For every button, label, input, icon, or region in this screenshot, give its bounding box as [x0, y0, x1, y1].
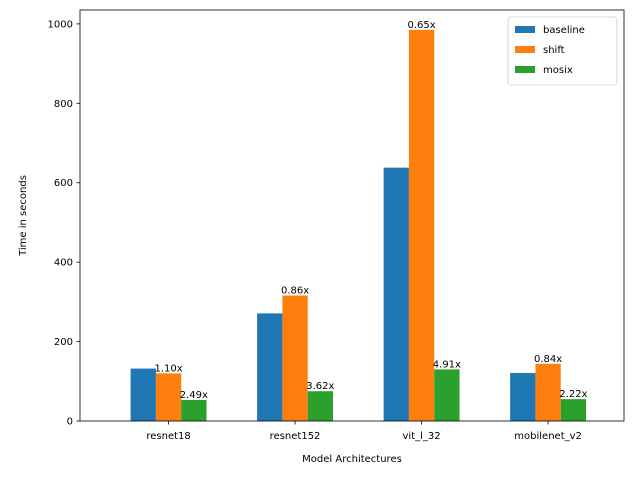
bar-baseline-resnet152	[257, 313, 283, 421]
legend-frame	[507, 16, 618, 86]
legend: baseline shift mosix	[507, 16, 618, 86]
bar-shift-resnet152	[282, 295, 308, 421]
bar-shift-resnet18	[155, 373, 182, 421]
bar-mosix-resnet18	[181, 399, 207, 421]
legend-label-baseline: baseline	[543, 25, 585, 36]
bar-labels-group: 1.10x 0.86x 0.65x 0.84x 2.49x 3.62x 4.91x 2.22x	[154, 20, 587, 401]
bars-group	[130, 29, 587, 421]
x-tick-label-resnet152: resnet152	[270, 431, 321, 442]
x-axis-title: Model Architectures	[302, 454, 402, 465]
legend-label-shift: shift	[543, 45, 565, 56]
legend-swatch-baseline	[515, 26, 535, 33]
y-tick-label: 1000	[48, 19, 73, 30]
bar-shift-vit_l_32	[408, 29, 435, 421]
bar-baseline-mobilenet_v2	[510, 372, 536, 421]
bar-label-shift-vit_l_32: 0.65x	[407, 20, 435, 31]
y-axis-title: Time in seconds	[18, 175, 29, 257]
bar-baseline-resnet18	[130, 368, 156, 421]
y-axis-ticks: 0 200 400 600 800 1000	[48, 19, 80, 428]
x-tick-label-vit_l_32: vit_l_32	[403, 431, 441, 442]
x-axis-ticks: resnet18 resnet152 vit_l_32 mobilenet_v2	[146, 421, 582, 442]
bar-mosix-resnet152	[307, 391, 334, 421]
y-tick-label: 600	[54, 178, 73, 189]
legend-swatch-mosix	[515, 66, 535, 73]
y-tick-label: 0	[67, 417, 73, 428]
bar-mosix-mobilenet_v2	[560, 399, 587, 421]
bar-mosix-vit_l_32	[434, 369, 460, 421]
bar-label-mosix-mobilenet_v2: 2.22x	[559, 389, 587, 400]
legend-swatch-shift	[515, 46, 535, 53]
bar-label-shift-mobilenet_v2: 0.84x	[534, 354, 562, 365]
y-tick-label: 800	[54, 99, 73, 110]
bar-label-mosix-resnet18: 2.49x	[180, 390, 208, 401]
bar-baseline-vit_l_32	[383, 167, 409, 421]
y-tick-label: 400	[54, 258, 73, 269]
x-tick-label-resnet18: resnet18	[146, 431, 190, 442]
bar-label-mosix-resnet152: 3.62x	[306, 381, 334, 392]
bar-label-mosix-vit_l_32: 4.91x	[433, 359, 461, 370]
legend-label-mosix: mosix	[543, 65, 573, 76]
x-tick-label-mobilenet_v2: mobilenet_v2	[514, 431, 582, 442]
bar-label-shift-resnet152: 0.86x	[281, 286, 309, 297]
bar-shift-mobilenet_v2	[535, 363, 561, 421]
y-tick-label: 200	[54, 337, 73, 348]
plot-area-frame	[79, 9, 625, 422]
bar-label-shift-resnet18: 1.10x	[154, 363, 182, 374]
